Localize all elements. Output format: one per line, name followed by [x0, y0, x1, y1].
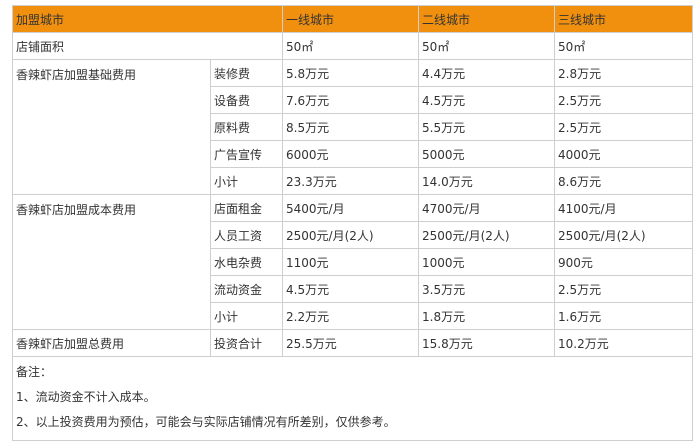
cost-value: 4000元 [554, 140, 694, 168]
item-label: 水电杂费 [209, 248, 284, 276]
item-label: 人员工资 [209, 221, 284, 249]
franchise-cost-table: 加盟城市 一线城市 二线城市 三线城市 店铺面积 50㎡ 50㎡ 50㎡ 香辣虾… [11, 5, 694, 441]
note-line: 备注： [16, 365, 53, 379]
area-value: 50㎡ [554, 32, 694, 60]
cost-value: 8.6万元 [554, 167, 694, 195]
item-label: 投资合计 [209, 329, 284, 357]
cost-value: 8.5万元 [282, 113, 420, 141]
header-city-2: 二线城市 [418, 5, 556, 33]
cost-value: 14.0万元 [418, 167, 556, 195]
cost-value: 1100元 [282, 248, 420, 276]
cost-value: 2500元/月(2人) [282, 221, 420, 249]
table-row: 设备费 7.6万元 4.5万元 2.5万元 [13, 86, 694, 114]
item-label: 店面租金 [209, 194, 284, 222]
cost-value: 6000元 [282, 140, 420, 168]
table-row: 香辣虾店加盟成本费用 店面租金 5400元/月 4700元/月 4100元/月 [12, 194, 694, 330]
notes-cell: 备注： 1、流动资金不计入成本。 2、以上投资费用为预估，可能会与实际店铺情况有所差… [11, 356, 694, 441]
header-city-1: 一线城市 [282, 5, 420, 33]
cost-value: 2.2万元 [282, 302, 420, 330]
area-row: 店铺面积 50㎡ 50㎡ 50㎡ [11, 32, 694, 60]
cost-value: 5.5万元 [418, 113, 556, 141]
table-row: 香辣虾店加盟基础费用 装修费 5.8万元 4.4万元 2.8万元 [12, 59, 694, 195]
header-label: 加盟城市 [11, 5, 284, 33]
cost-value: 7.6万元 [282, 86, 420, 114]
cost-value: 2.5万元 [554, 113, 694, 141]
cost-value: 5.8万元 [282, 59, 420, 87]
item-label: 小计 [209, 167, 284, 195]
table-row: 广告宣传 6000元 5000元 4000元 [13, 140, 694, 168]
group-label: 香辣虾店加盟基础费用 [12, 59, 211, 195]
area-value: 50㎡ [418, 32, 556, 60]
header-city-3: 三线城市 [554, 5, 694, 33]
cost-value: 1000元 [418, 248, 556, 276]
cost-value: 2.8万元 [554, 59, 694, 87]
cost-value: 4.5万元 [418, 86, 556, 114]
cost-value: 900元 [554, 248, 694, 276]
group-label: 香辣虾店加盟总费用 [12, 329, 211, 357]
table-row: 小计 2.2万元 1.8万元 1.6万元 [13, 302, 694, 330]
cost-value: 4.5万元 [282, 275, 420, 303]
cost-value: 5000元 [418, 140, 556, 168]
cost-value: 5400元/月 [282, 194, 420, 222]
item-label: 设备费 [209, 86, 284, 114]
table-row: 小计 23.3万元 14.0万元 8.6万元 [13, 167, 694, 195]
cost-value: 2.5万元 [554, 275, 694, 303]
cost-value: 1.8万元 [418, 302, 556, 330]
cost-value: 25.5万元 [282, 329, 420, 357]
cost-value: 1.6万元 [554, 302, 694, 330]
item-label: 原料费 [209, 113, 284, 141]
item-label: 流动资金 [209, 275, 284, 303]
cost-value: 2.5万元 [554, 86, 694, 114]
area-value: 50㎡ [282, 32, 420, 60]
cost-value: 2500元/月(2人) [554, 221, 694, 249]
table-row: 原料费 8.5万元 5.5万元 2.5万元 [13, 113, 694, 141]
area-label: 店铺面积 [11, 32, 284, 60]
item-label: 装修费 [209, 59, 284, 87]
cost-value: 4700元/月 [418, 194, 556, 222]
note-line: 2、以上投资费用为预估，可能会与实际店铺情况有所差别，仅供参考。 [16, 415, 396, 429]
table-row: 香辣虾店加盟总费用 投资合计 25.5万元 15.8万元 10.2万元 [12, 329, 694, 357]
cost-value: 10.2万元 [554, 329, 694, 357]
item-label: 小计 [209, 302, 284, 330]
cost-value: 4.4万元 [418, 59, 556, 87]
item-label: 广告宣传 [209, 140, 284, 168]
note-line: 1、流动资金不计入成本。 [16, 390, 156, 404]
cost-value: 3.5万元 [418, 275, 556, 303]
table-row: 水电杂费 1100元 1000元 900元 [13, 248, 694, 276]
cost-value: 15.8万元 [418, 329, 556, 357]
header-row: 加盟城市 一线城市 二线城市 三线城市 [11, 5, 694, 33]
cost-value: 23.3万元 [282, 167, 420, 195]
table-row: 流动资金 4.5万元 3.5万元 2.5万元 [13, 275, 694, 303]
table-row: 人员工资 2500元/月(2人) 2500元/月(2人) 2500元/月(2人) [13, 221, 694, 249]
notes-row: 备注： 1、流动资金不计入成本。 2、以上投资费用为预估，可能会与实际店铺情况有所差… [11, 356, 694, 441]
cost-value: 4100元/月 [554, 194, 694, 222]
group-label: 香辣虾店加盟成本费用 [12, 194, 211, 330]
cost-value: 2500元/月(2人) [418, 221, 556, 249]
